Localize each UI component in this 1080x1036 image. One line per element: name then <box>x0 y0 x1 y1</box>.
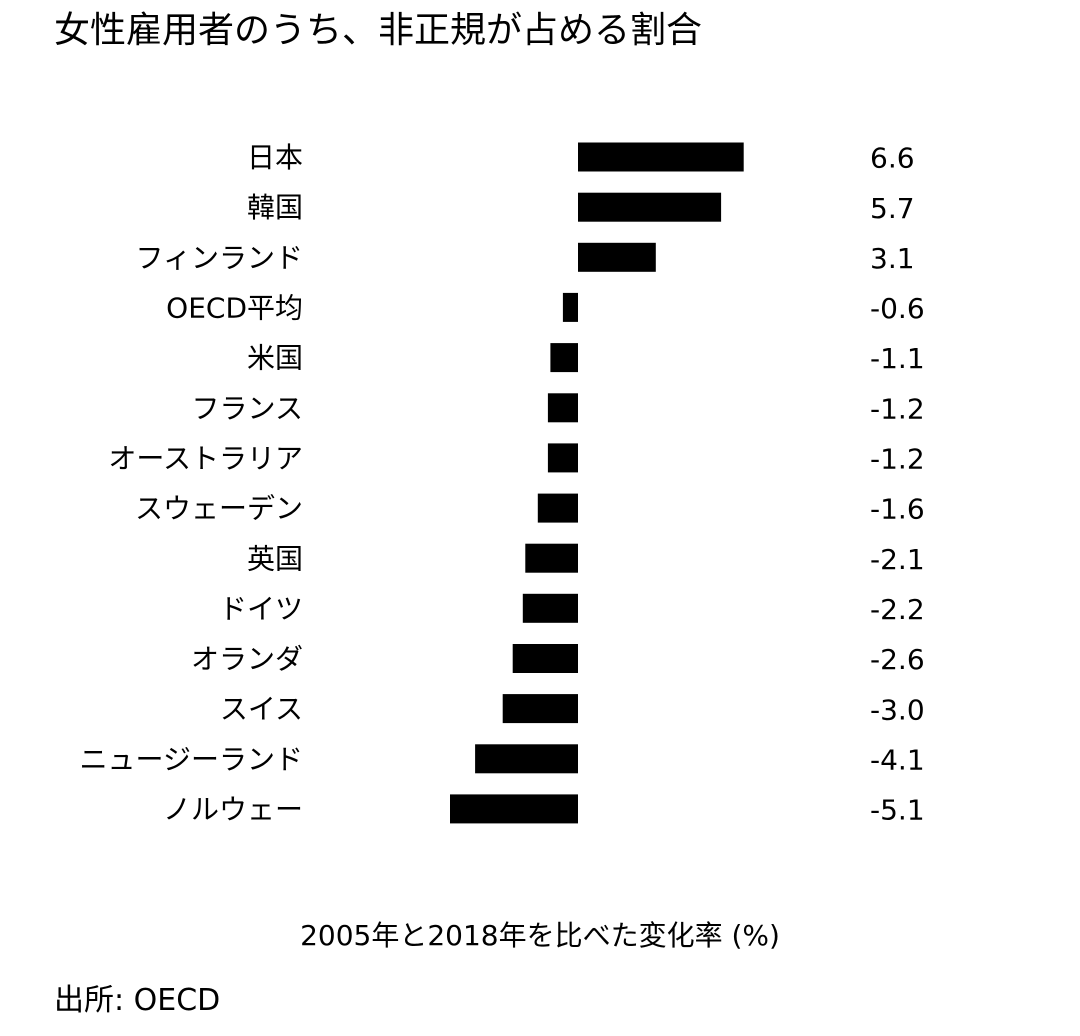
category-label: オーストラリア <box>108 442 303 475</box>
category-label: フランス <box>192 392 303 425</box>
category-label: 韓国 <box>247 191 303 224</box>
value-label: -3.0 <box>870 693 925 726</box>
value-label: -5.1 <box>870 794 925 827</box>
category-label: ドイツ <box>219 592 303 625</box>
category-label: ノルウェー <box>163 793 303 826</box>
chart-title: 女性雇用者のうち、非正規が占める割合 <box>54 10 703 51</box>
value-label: -2.6 <box>870 643 925 676</box>
bar <box>525 543 578 573</box>
bar <box>578 242 656 272</box>
bar <box>502 694 578 724</box>
bar <box>578 192 722 222</box>
bar <box>562 292 578 322</box>
category-label: 日本 <box>247 141 303 174</box>
value-label: 5.7 <box>870 192 915 225</box>
x-axis-label: 2005年と2018年を比べた変化率 (%) <box>300 919 780 952</box>
value-label: 3.1 <box>870 242 915 275</box>
category-label: スウェーデン <box>135 492 303 525</box>
bar <box>547 393 578 423</box>
value-label: -4.1 <box>870 743 925 776</box>
bar <box>578 142 744 172</box>
bar <box>450 794 578 824</box>
category-label: ニュージーランド <box>80 743 303 776</box>
value-labels: 6.6 5.7 3.1 -0.6 -1.1 -1.2 -1.2 -1.6 -2.1 -2.2 -2.… <box>870 142 925 827</box>
category-label: フィンランド <box>136 241 303 274</box>
category-label: OECD平均 <box>166 292 303 325</box>
value-label: -1.2 <box>870 392 925 425</box>
bar <box>547 443 578 473</box>
category-label: 米国 <box>247 342 303 375</box>
bar <box>522 593 578 623</box>
bars <box>450 142 744 824</box>
value-label: -2.1 <box>870 543 925 576</box>
bar <box>537 493 578 523</box>
value-label: -2.2 <box>870 593 925 626</box>
source-note: 出所: OECD <box>54 983 221 1018</box>
category-label: オランダ <box>191 643 303 676</box>
category-label: 英国 <box>247 542 303 575</box>
bar <box>550 343 578 373</box>
category-label: スイス <box>220 693 303 726</box>
value-label: -1.2 <box>870 443 925 476</box>
bar <box>475 744 578 774</box>
bar <box>512 644 578 673</box>
value-label: -0.6 <box>870 292 925 325</box>
value-label: -1.6 <box>870 493 925 526</box>
value-label: -1.1 <box>870 342 925 375</box>
value-label: 6.6 <box>870 142 915 175</box>
